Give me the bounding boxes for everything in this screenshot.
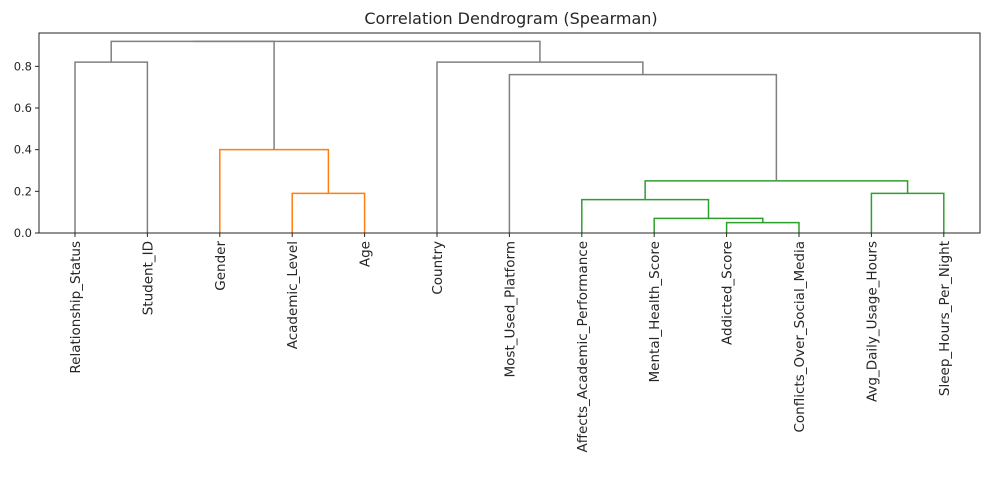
dendrogram-link [725,221,800,233]
y-tick-label: 0.4 [14,143,32,157]
dendrogram-link [581,198,710,233]
leaf-label: Age [358,241,374,267]
y-tick-label: 0.8 [14,59,32,73]
dendrogram-links [74,40,945,233]
leaf-label: Sleep_Hours_Per_Night [937,241,953,396]
dendrogram-link [74,61,149,233]
dendrogram-link [653,217,764,233]
leaf-label: Academic_Level [285,241,301,349]
chart-title: Correlation Dendrogram (Spearman) [364,9,657,28]
dendrogram-link [192,40,541,63]
leaf-label: Student_ID [140,241,156,315]
y-tick-label: 0.6 [14,101,32,115]
leaf-labels: Relationship_Status Student_ID Gender Acade… [68,233,953,453]
leaf-label: Avg_Daily_Usage_Hours [864,241,880,402]
dendrogram-link [291,192,366,233]
leaf-label: Country [430,241,446,295]
dendrogram-link [219,148,330,233]
leaf-label: Mental_Health_Score [647,241,663,382]
leaf-label: Addicted_Score [720,241,736,345]
y-tick-label: 0.2 [14,184,32,198]
dendrogram-link [870,192,945,233]
y-tick-label: 0.0 [14,226,32,240]
dendrogram-link [644,180,909,200]
dendrogram-link [110,40,275,150]
dendrogram-link [508,73,778,233]
leaf-label: Conflicts_Over_Social_Media [792,241,808,433]
leaf-label: Most_Used_Platform [502,241,518,377]
y-axis: 0.0 0.2 0.4 0.6 0.8 [14,59,39,240]
leaf-label: Relationship_Status [68,241,84,374]
dendrogram-link [436,61,644,233]
leaf-label: Gender [213,241,229,291]
leaf-label: Affects_Academic_Performance [575,241,591,453]
